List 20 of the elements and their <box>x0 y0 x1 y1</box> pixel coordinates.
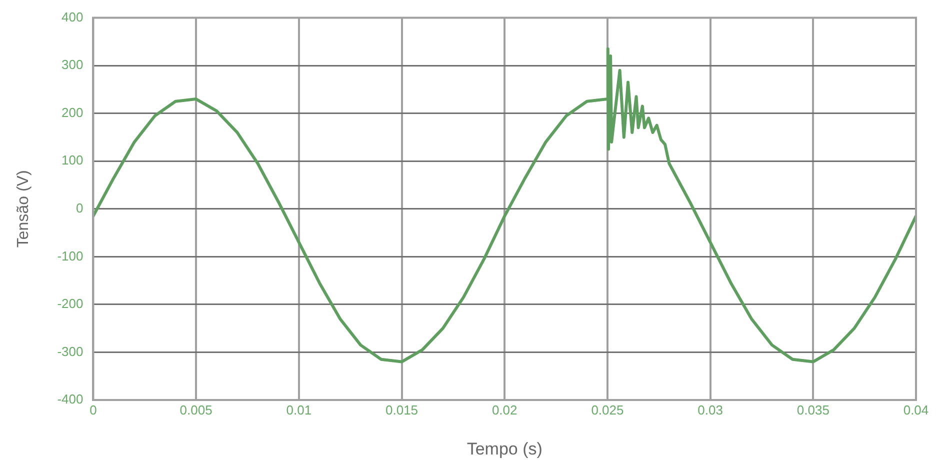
y-axis-title: Tensão (V) <box>15 170 32 248</box>
y-tick-label: 100 <box>62 152 84 168</box>
x-tick-label: 0.035 <box>796 402 830 418</box>
x-tick-label: 0 <box>90 402 97 418</box>
x-tick-label: 0.01 <box>286 402 312 418</box>
y-tick-label: -200 <box>57 296 84 312</box>
x-tick-label: 0.015 <box>385 402 418 418</box>
x-tick-label: 0.03 <box>698 402 723 418</box>
y-tick-label: 300 <box>62 57 84 72</box>
x-axis-title: Tempo (s) <box>466 439 542 458</box>
x-tick-label: 0.02 <box>492 402 518 418</box>
y-tick-label: -400 <box>57 392 84 407</box>
y-tick-label: 400 <box>62 9 84 24</box>
x-tick-label: 0.005 <box>180 402 212 418</box>
y-tick-label: 200 <box>62 104 84 120</box>
x-tick-label: 0.04 <box>903 402 929 418</box>
y-tick-label: 0 <box>76 200 84 216</box>
x-tick-label: 0.025 <box>591 402 624 418</box>
y-tick-label: -300 <box>57 344 84 359</box>
y-tick-label: -100 <box>57 248 84 264</box>
